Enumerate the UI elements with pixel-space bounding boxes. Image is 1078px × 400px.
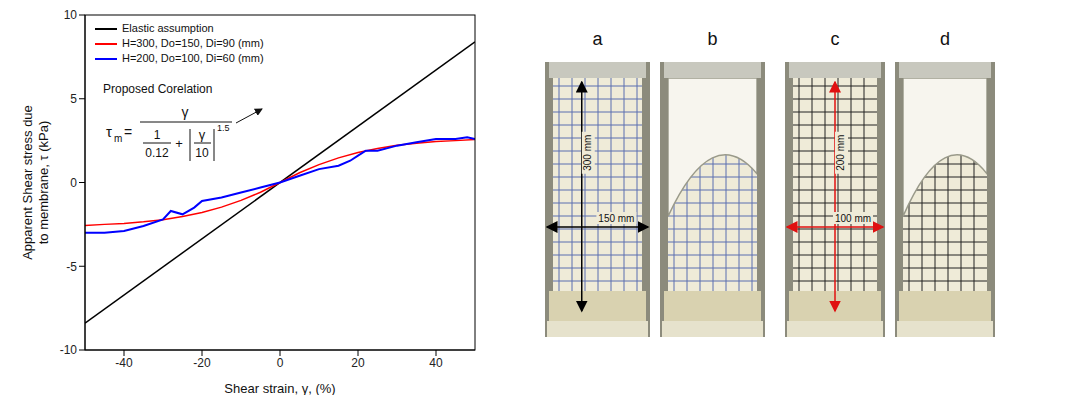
svg-text:5: 5 <box>70 92 77 106</box>
svg-text:0: 0 <box>70 176 77 190</box>
svg-text:-20: -20 <box>193 356 211 370</box>
svg-text:20: 20 <box>351 356 365 370</box>
html-text:H=300, Do=150, Di=90 (mm): H=300, Do=150, Di=90 (mm) <box>122 37 264 49</box>
svg-text:m: m <box>114 133 122 144</box>
html-text:H=200, Do=100, Di=60 (mm): H=200, Do=100, Di=60 (mm) <box>122 52 264 64</box>
svg-text:+: + <box>175 136 183 151</box>
svg-text:-40: -40 <box>115 356 133 370</box>
svg-text:0: 0 <box>277 356 284 370</box>
svg-text:d: d <box>940 29 950 49</box>
svg-text:b: b <box>707 29 717 49</box>
svg-text:τ: τ <box>106 123 112 140</box>
svg-text:=: = <box>124 124 132 140</box>
svg-text:-10: -10 <box>60 343 78 357</box>
svg-text:200 mm: 200 mm <box>835 135 846 171</box>
svg-text:Apparent Shear stress dueto me: Apparent Shear stress dueto membrane, τ … <box>20 105 51 260</box>
svg-text:10: 10 <box>195 146 209 160</box>
svg-text:Proposed Corelation: Proposed Corelation <box>103 82 212 96</box>
svg-text:100 mm: 100 mm <box>835 213 871 224</box>
svg-text:Shear strain, γ, (%): Shear strain, γ, (%) <box>224 381 335 395</box>
svg-text:10: 10 <box>64 8 78 22</box>
html-text:Elastic assumption: Elastic assumption <box>122 22 214 34</box>
svg-text:1.5: 1.5 <box>217 123 230 133</box>
svg-text:150 mm: 150 mm <box>598 213 634 224</box>
svg-text:γ: γ <box>182 104 189 120</box>
svg-text:a: a <box>592 29 603 49</box>
svg-text:1: 1 <box>154 128 161 142</box>
svg-text:0.12: 0.12 <box>145 146 169 160</box>
svg-text:40: 40 <box>429 356 443 370</box>
svg-text:-5: -5 <box>66 260 77 274</box>
svg-text:c: c <box>831 29 840 49</box>
svg-text:300 mm: 300 mm <box>582 135 593 171</box>
svg-text:γ: γ <box>199 127 206 142</box>
